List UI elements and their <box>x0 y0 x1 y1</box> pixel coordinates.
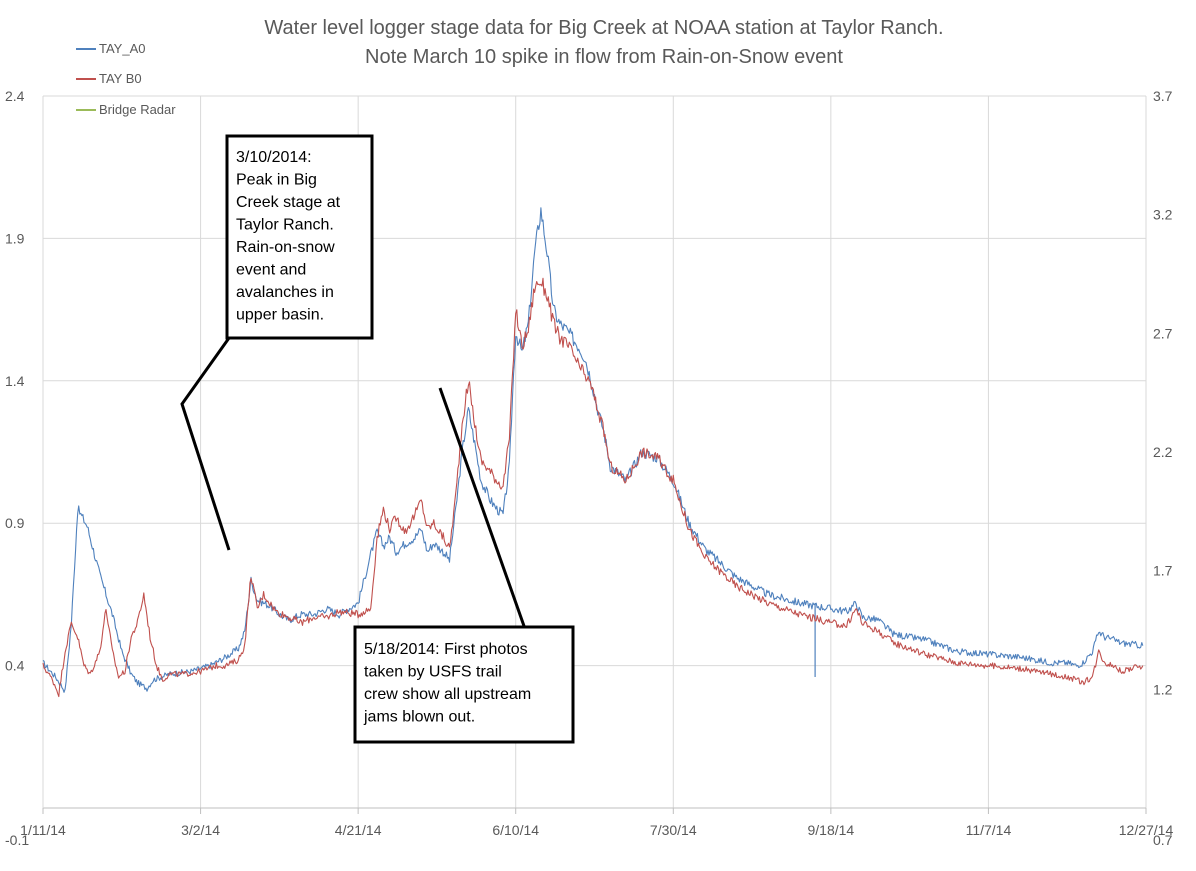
annotation-line: taken by USFS trail <box>364 664 502 681</box>
legend: TAY_A0 TAY B0 Bridge Radar <box>76 41 176 117</box>
y-left-tick-label: 1.4 <box>5 373 25 389</box>
y-left-tick-labels: -0.1 0.4 0.9 1.4 1.9 2.4 <box>5 88 29 848</box>
y-right-tick-label: 0.7 <box>1153 832 1173 848</box>
y-left-tick-label: 1.9 <box>5 230 25 246</box>
annotation-line: Taylor Ranch. <box>236 217 334 234</box>
annotation-line: Creek stage at <box>236 194 341 211</box>
x-tick-label: 7/30/14 <box>650 822 697 838</box>
x-tick-label: 11/7/14 <box>966 822 1012 838</box>
legend-label-bridge-radar: Bridge Radar <box>99 102 176 117</box>
legend-label-tay-b0: TAY B0 <box>99 71 142 86</box>
annotation-line: Peak in Big <box>236 172 317 189</box>
y-right-tick-label: 3.7 <box>1153 88 1173 104</box>
gridlines <box>42 95 1147 814</box>
annotation-line: avalanches in <box>236 284 334 301</box>
x-tick-label: 3/2/14 <box>181 822 220 838</box>
annotation-line: upper basin. <box>236 307 324 324</box>
series-lines <box>42 207 1144 698</box>
x-tick-label: 1/11/14 <box>20 822 66 838</box>
annotation-line: Rain-on-snow <box>236 239 335 256</box>
y-left-tick-label: 0.4 <box>5 658 25 674</box>
y-left-tick-label: -0.1 <box>5 832 29 848</box>
peak-callout-line <box>180 337 231 551</box>
x-tick-label: 12/27/14 <box>1119 822 1174 838</box>
photos-callout-line <box>438 387 526 627</box>
series-line-tay-b0 <box>42 277 1144 698</box>
x-tick-label: 6/10/14 <box>492 822 539 838</box>
annotation-line: event and <box>236 262 306 279</box>
annotation-line: jams blown out. <box>363 709 475 726</box>
x-tick-labels: 1/11/14 3/2/14 4/21/14 6/10/14 7/30/14 9/18/1… <box>20 822 1173 838</box>
legend-label-tay-a0: TAY_A0 <box>99 41 145 56</box>
x-tick-label: 4/21/14 <box>335 822 382 838</box>
y-right-tick-label: 2.2 <box>1153 444 1173 460</box>
y-left-tick-label: 2.4 <box>5 88 25 104</box>
series-line-tay-a0 <box>42 207 1144 693</box>
annotation-line: crew show all upstream <box>364 686 531 703</box>
y-right-tick-label: 1.7 <box>1153 563 1173 579</box>
y-right-tick-label: 1.2 <box>1153 681 1173 697</box>
annotation-line: 3/10/2014: <box>236 149 312 166</box>
annotation-peak: 3/10/2014: Peak in Big Creek stage at Taylo… <box>225 134 374 340</box>
chart-title-line-2: Note March 10 spike in flow from Rain-on… <box>365 46 843 68</box>
y-right-tick-labels: 0.7 1.2 1.7 2.2 2.7 3.2 3.7 <box>1153 88 1173 848</box>
annotation-photos: 5/18/2014: First photos taken by USFS tra… <box>353 625 575 744</box>
y-right-tick-label: 3.2 <box>1153 207 1173 223</box>
y-left-tick-label: 0.9 <box>5 515 25 531</box>
chart-title-line-1: Water level logger stage data for Big Cr… <box>264 17 943 39</box>
y-right-tick-label: 2.7 <box>1153 325 1173 341</box>
x-tick-label: 9/18/14 <box>807 822 854 838</box>
annotation-line: 5/18/2014: First photos <box>364 641 528 658</box>
